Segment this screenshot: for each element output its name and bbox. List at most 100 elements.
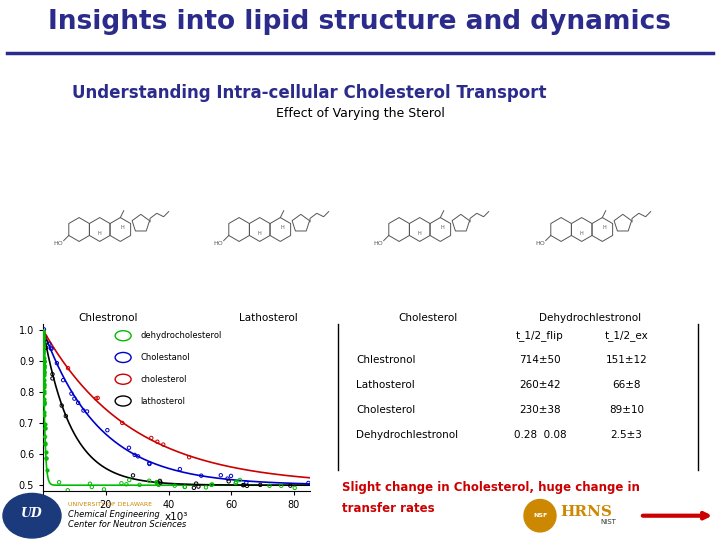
Point	[38, 399, 50, 408]
Text: H: H	[258, 231, 261, 235]
Point	[38, 377, 50, 386]
Point	[37, 327, 49, 335]
Point	[37, 338, 49, 346]
Point	[40, 333, 51, 341]
Point	[222, 474, 233, 483]
Text: cholesterol: cholesterol	[140, 375, 187, 384]
Point	[37, 333, 49, 341]
Text: 260±42: 260±42	[519, 380, 561, 390]
Point	[37, 328, 49, 336]
Point	[134, 481, 145, 489]
Point	[116, 479, 127, 488]
Point	[188, 483, 199, 492]
Text: 151±12: 151±12	[606, 355, 647, 366]
Point	[254, 481, 266, 489]
Point	[240, 478, 252, 487]
Text: dehydrocholesterol: dehydrocholesterol	[140, 331, 222, 340]
Point	[47, 370, 58, 379]
Point	[179, 482, 191, 491]
Point	[37, 356, 49, 365]
Point	[223, 477, 235, 485]
Point	[174, 465, 186, 474]
Point	[46, 345, 58, 353]
Point	[37, 354, 49, 362]
Point	[37, 358, 49, 367]
Point	[37, 347, 49, 355]
Point	[40, 448, 51, 456]
Point	[123, 476, 135, 484]
Point	[38, 375, 50, 384]
Point	[179, 483, 191, 491]
Text: Understanding Intra-cellular Cholesterol Transport: Understanding Intra-cellular Cholesterol…	[72, 84, 546, 102]
Point	[200, 483, 212, 492]
Point	[37, 334, 49, 342]
Point	[40, 433, 51, 441]
Point	[38, 371, 50, 380]
Point	[38, 399, 50, 408]
Point	[38, 361, 50, 369]
Point	[38, 380, 50, 389]
Point	[92, 394, 104, 402]
Point	[241, 482, 253, 490]
Text: NIST: NIST	[600, 519, 616, 525]
Point	[37, 331, 49, 340]
Point	[132, 452, 144, 461]
Point	[151, 478, 163, 487]
Point	[230, 478, 242, 487]
Point	[37, 341, 49, 350]
Text: H: H	[602, 225, 606, 230]
Point	[38, 362, 50, 370]
Text: 0.28  0.08: 0.28 0.08	[513, 430, 567, 440]
Point	[276, 482, 287, 490]
Point	[225, 471, 237, 480]
Point	[38, 367, 50, 376]
Text: Center for Neutron Sciences: Center for Neutron Sciences	[68, 519, 186, 529]
Point	[51, 359, 63, 368]
Point	[169, 481, 181, 490]
Point	[72, 399, 84, 407]
Point	[37, 337, 49, 346]
Point	[238, 481, 249, 489]
Point	[37, 356, 49, 365]
Point	[38, 382, 50, 391]
Point	[38, 380, 50, 388]
Text: Dehydrochlestronol: Dehydrochlestronol	[539, 313, 641, 323]
Point	[41, 466, 53, 475]
Point	[40, 454, 52, 463]
Point	[158, 440, 169, 449]
Point	[38, 375, 50, 384]
Point	[195, 471, 207, 480]
Point	[129, 450, 140, 459]
Point	[37, 340, 49, 348]
Point	[40, 440, 51, 448]
Point	[121, 480, 132, 489]
Point	[38, 397, 50, 406]
Text: 66±8: 66±8	[612, 380, 641, 390]
Text: Cholesterol: Cholesterol	[398, 313, 458, 323]
Point	[66, 389, 77, 398]
Text: Chemical Engineering: Chemical Engineering	[68, 510, 160, 518]
Point	[58, 376, 69, 384]
Point	[37, 341, 49, 349]
Text: H: H	[580, 231, 584, 235]
Point	[38, 368, 50, 376]
Point	[38, 363, 50, 372]
Point	[234, 476, 246, 484]
Text: H: H	[440, 225, 444, 230]
Point	[98, 485, 109, 494]
Point	[302, 478, 314, 487]
Point	[37, 332, 49, 341]
Point	[84, 480, 96, 488]
Text: HO: HO	[213, 241, 223, 246]
Point	[68, 394, 80, 403]
Point	[37, 351, 49, 360]
Text: Insights into lipid structure and dynamics: Insights into lipid structure and dynami…	[48, 9, 672, 35]
Point	[205, 481, 217, 489]
Point	[40, 454, 52, 462]
Point	[37, 332, 49, 341]
Point	[38, 395, 50, 404]
Point	[37, 349, 49, 357]
Text: Slight change in Cholesterol, huge change in: Slight change in Cholesterol, huge chang…	[342, 482, 640, 495]
Point	[38, 389, 50, 397]
Text: t_1/2_ex: t_1/2_ex	[605, 330, 648, 341]
